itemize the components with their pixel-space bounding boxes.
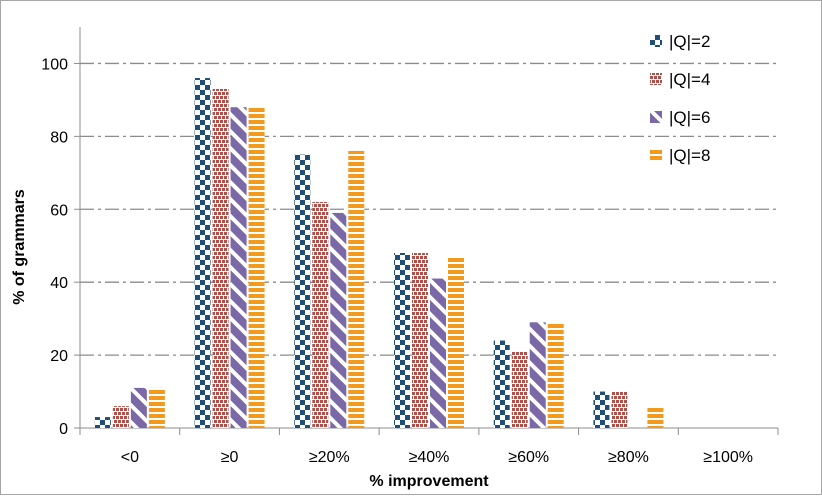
legend: |Q|=2 |Q|=4 |Q|=6 |Q|=8 (650, 32, 710, 165)
bar (647, 406, 664, 428)
bar (294, 154, 311, 428)
x-tick-label: ≥40% (409, 449, 450, 466)
x-tick-label: ≥80% (608, 449, 649, 466)
legend-swatch (650, 149, 662, 161)
x-tick-label: ≥0 (221, 449, 239, 466)
y-tick-label: 0 (59, 421, 68, 438)
bar (130, 387, 147, 428)
bars (94, 78, 664, 429)
bar (430, 278, 446, 428)
x-tick-label: ≥20% (309, 449, 350, 466)
y-axis-title: % of grammars (11, 189, 28, 305)
x-tick-label: ≥100% (703, 449, 753, 466)
bar (112, 406, 129, 428)
bar (529, 322, 546, 428)
legend-label: |Q|=2 (669, 32, 710, 51)
gridlines (80, 62, 778, 356)
legend-label: |Q|=4 (669, 70, 710, 89)
bar (330, 212, 347, 428)
legend-label: |Q|=6 (669, 108, 710, 127)
legend-swatch (650, 111, 662, 123)
legend-swatch (650, 35, 662, 47)
bar (312, 201, 329, 428)
bar (248, 107, 265, 428)
bar (547, 322, 564, 428)
y-tick-label: 40 (50, 275, 68, 292)
bar (448, 256, 464, 428)
y-tick-label: 100 (41, 56, 68, 73)
bar (148, 387, 165, 428)
x-tick-label: ≥60% (508, 449, 549, 466)
y-tick-label: 20 (50, 348, 68, 365)
tick-labels: 0 20 40 60 80 100 <0 ≥0 ≥20% ≥40% ≥60% ≥80% ≥100% (41, 56, 753, 466)
bar (593, 391, 610, 428)
bar (94, 417, 111, 428)
bar (212, 88, 229, 429)
x-tick-label: <0 (121, 449, 139, 466)
bar (230, 107, 247, 428)
legend-label: |Q|=8 (669, 146, 710, 165)
x-axis-title: % improvement (369, 473, 489, 490)
bar (611, 391, 628, 428)
legend-swatch (650, 73, 662, 85)
bar (394, 253, 410, 428)
bar (348, 150, 365, 429)
y-tick-label: 80 (50, 129, 68, 146)
bar (412, 253, 428, 428)
bar (194, 78, 211, 428)
y-tick-label: 60 (50, 202, 68, 219)
bar (493, 340, 510, 428)
bar (511, 351, 528, 428)
